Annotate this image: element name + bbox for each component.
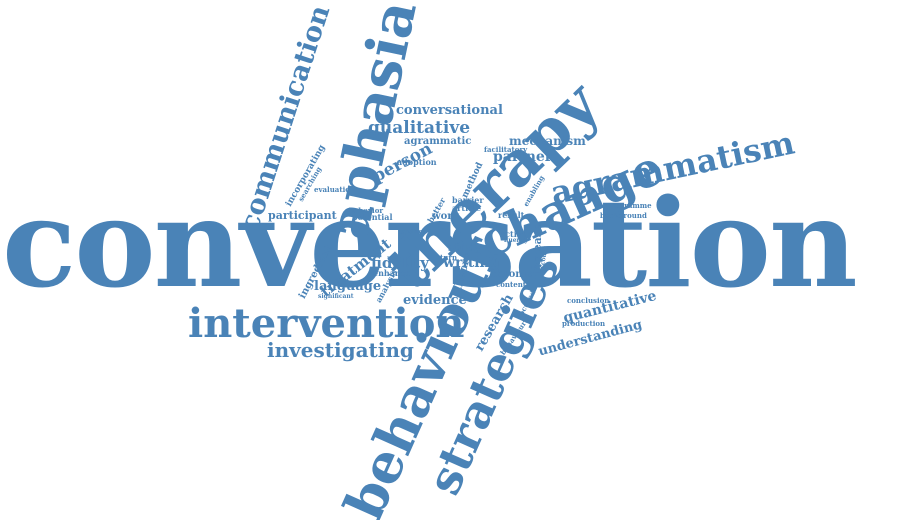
word-agrammatic: agrammatic	[404, 136, 472, 147]
word-evaluation: evaluation	[314, 185, 355, 194]
word-investigating: investigating	[267, 338, 414, 362]
word-potential: potential	[352, 212, 393, 222]
word-language: language	[314, 279, 382, 294]
word-mechanism: mechanism	[509, 134, 586, 148]
word-conversation: conversation	[2, 171, 858, 315]
word-result: result	[498, 210, 525, 220]
word-article: article	[452, 203, 482, 213]
word-conclusion: conclusion	[567, 296, 610, 305]
word-conversational: conversational	[396, 103, 503, 118]
word-participant: participant	[268, 209, 337, 222]
word-production: production	[562, 319, 606, 328]
word-turn: turn	[440, 253, 458, 262]
word-facilitatory: facilitatory	[484, 145, 528, 154]
word-intervention: intervention	[188, 300, 465, 347]
word-qualitative: qualitative	[368, 118, 471, 138]
word-fluency: fluency	[504, 237, 529, 244]
word-background: background	[600, 211, 647, 220]
word-chronic: chronic	[490, 269, 533, 280]
word-active: active	[500, 229, 527, 239]
word-work: work	[432, 211, 460, 222]
word-study: study	[448, 241, 482, 254]
word-enhance: enhance	[373, 268, 411, 278]
word-barrier: barrier	[452, 195, 484, 205]
word-adoption: adoption	[397, 157, 437, 167]
word-programme: programme	[606, 201, 652, 210]
word-writing: writing	[443, 255, 500, 271]
word-content: content	[496, 280, 527, 289]
word-behavior: behavior	[349, 206, 384, 215]
word-partner: partner	[493, 149, 553, 165]
word-taking: taking	[398, 227, 424, 236]
word-significant: significant	[318, 293, 354, 300]
word-fidelity: fidelity	[371, 254, 429, 272]
word-evidence: evidence	[403, 293, 467, 308]
